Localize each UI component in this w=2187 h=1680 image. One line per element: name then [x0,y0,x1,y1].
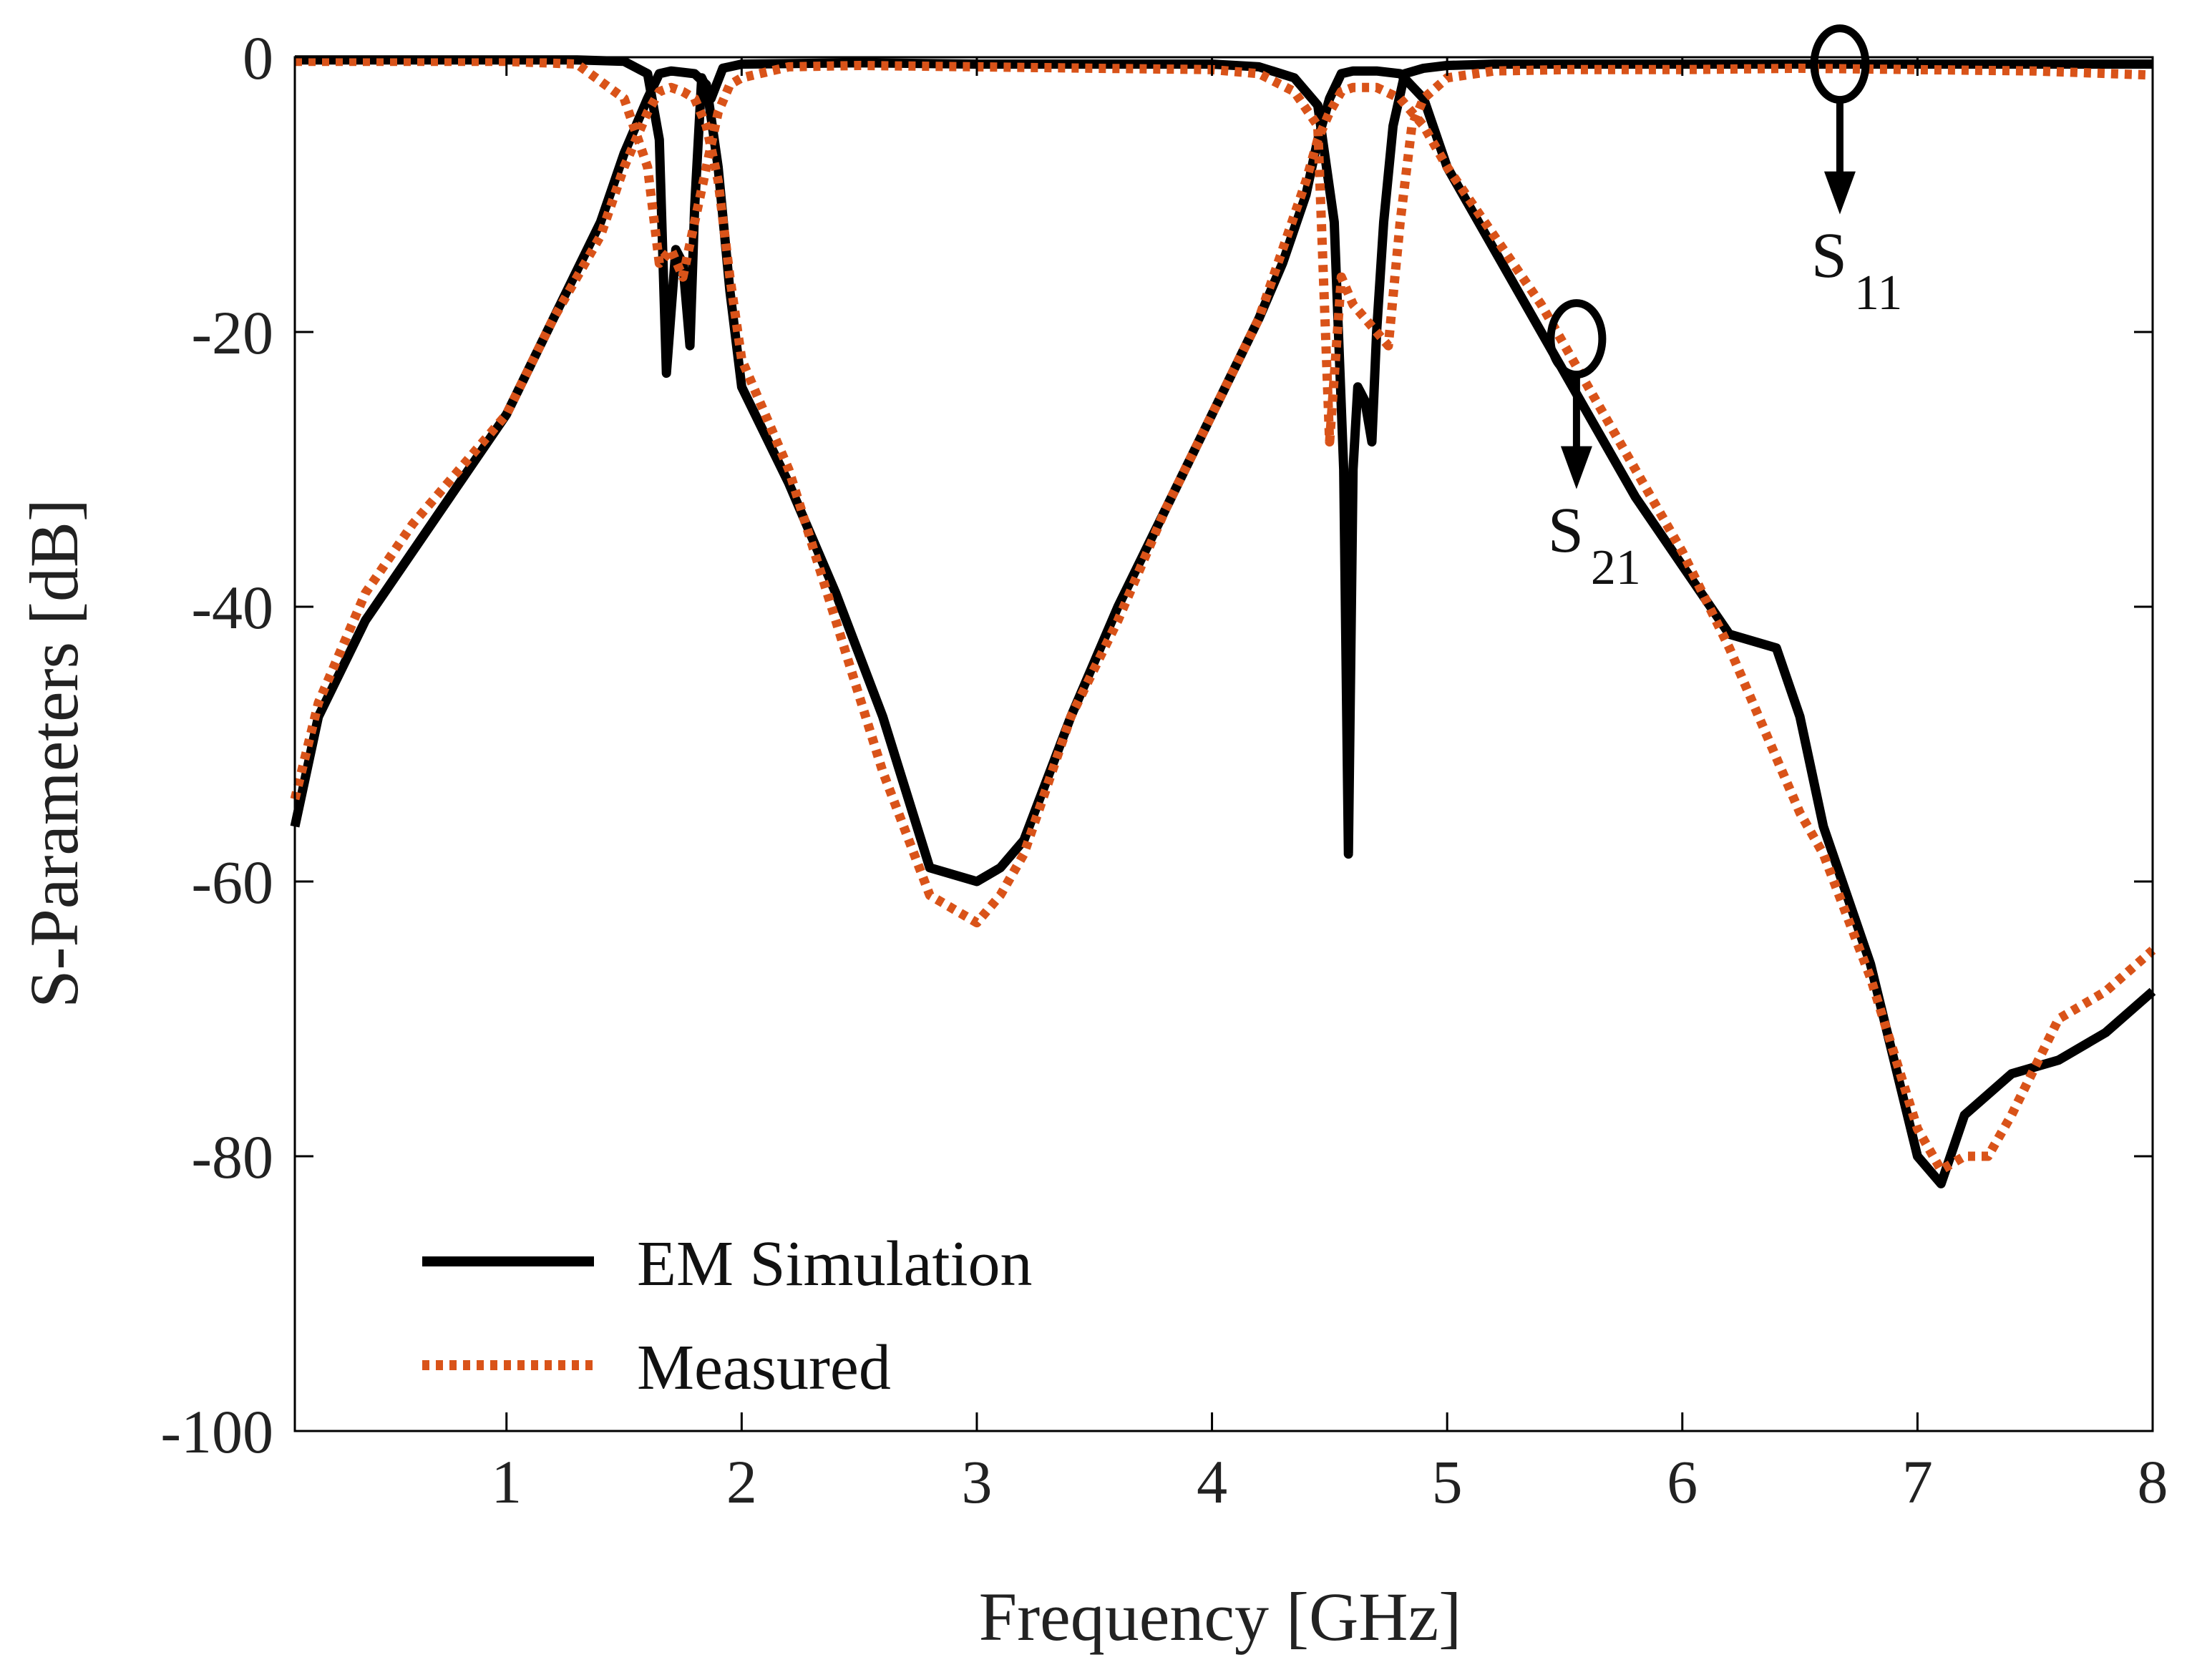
series-line-measured-s21 [290,82,2156,1175]
y-tick-label: 0 [243,24,273,92]
series-line-em-simulation-s11 [295,55,2153,859]
y-tick-label: -20 [191,298,273,367]
x-tick-label: 7 [1902,1447,1933,1516]
legend: EM Simulation Measured [422,1229,1033,1403]
y-tick-label: -100 [160,1397,273,1466]
y-tick-label: -40 [191,573,273,642]
annotation-label-s11: S [1811,220,1847,291]
x-tick-label: 3 [961,1447,992,1516]
axes-layer: 1 2 3 4 5 6 7 8 0 -20 -40 -60 -80 -100 [160,24,2168,1516]
x-tick-label: 5 [1432,1447,1463,1516]
x-tick-label: 2 [726,1447,757,1516]
annotation-subscript-s21: 21 [1591,540,1641,595]
legend-label-em-simulation: EM Simulation [637,1229,1033,1299]
x-tick-label: 8 [2138,1447,2168,1516]
legend-label-measured: Measured [637,1332,891,1403]
annotation-arrow-head-s21 [1560,446,1592,489]
x-axis-label: Frequency [GHz] [979,1578,1461,1655]
x-tick-label: 6 [1667,1447,1698,1516]
y-tick-label: -60 [191,848,273,917]
x-tick-label: 4 [1197,1447,1227,1516]
annotation-label-s21: S [1548,495,1584,566]
y-axis-label: S-Parameters [dB] [16,499,92,1008]
plot-frame [293,56,2154,1432]
annotation-subscript-s11: 11 [1854,265,1902,321]
series-layer [290,55,2156,1188]
y-tick-label: -80 [191,1123,273,1191]
series-line-measured-s11 [295,57,2153,447]
x-tick-label: 1 [491,1447,522,1516]
annotation-arrow-head-s11 [1823,171,1856,215]
